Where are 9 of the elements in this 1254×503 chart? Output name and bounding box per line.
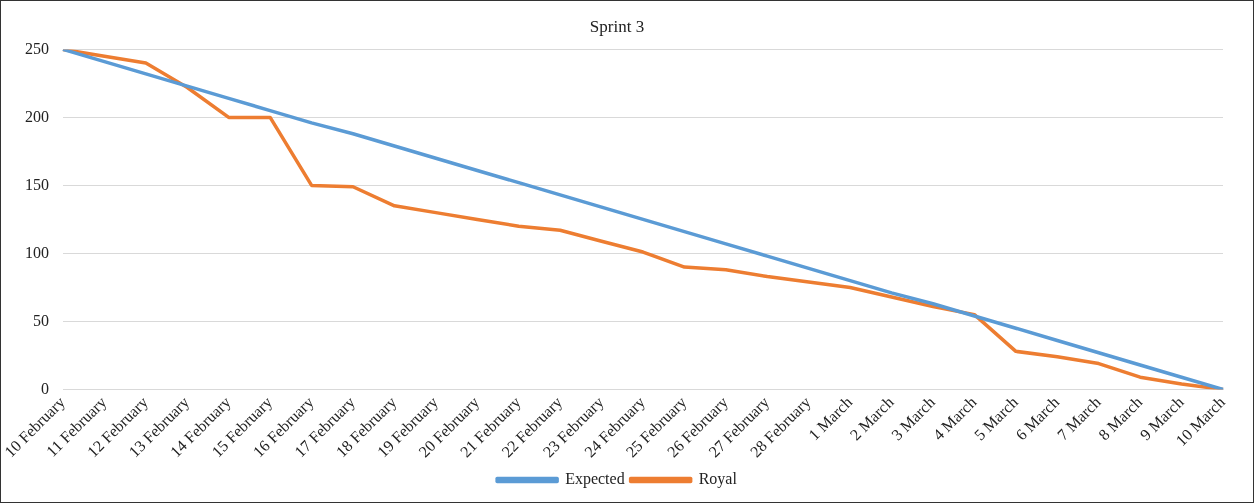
y-tick-label: 150	[25, 175, 49, 193]
y-tick-label: 0	[41, 379, 49, 397]
legend-label: Royal	[698, 470, 738, 489]
y-tick-label: 250	[25, 39, 49, 57]
y-tick-label: 100	[25, 243, 49, 261]
legend-label: Expected	[565, 470, 625, 489]
y-tick-label: 200	[25, 107, 49, 125]
chart-title: Sprint 3	[589, 16, 645, 36]
y-tick-label: 50	[33, 311, 49, 329]
